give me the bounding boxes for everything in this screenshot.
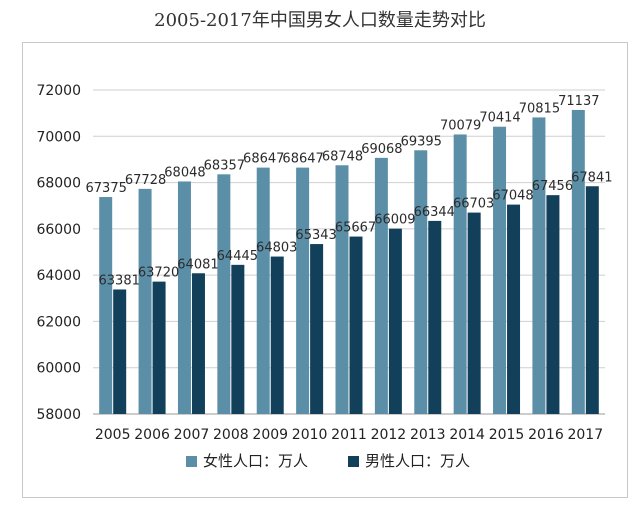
y-axis-tick-labels: 58000 60000 62000 64000 66000 68000 70000 72000 <box>36 83 81 423</box>
bars <box>99 109 599 414</box>
data-label-female: 70079 <box>440 118 481 133</box>
data-label-female: 67375 <box>86 181 127 196</box>
y-tick-label: 70000 <box>36 129 81 145</box>
x-tick-label: 2009 <box>252 427 288 443</box>
bar-female <box>414 150 428 414</box>
bar-female <box>99 197 113 414</box>
y-tick-label: 68000 <box>36 176 81 192</box>
legend-label-male: 男性人口：万人 <box>365 452 470 470</box>
bar-male <box>467 212 481 414</box>
x-tick-label: 2006 <box>134 427 170 443</box>
data-label-male: 67456 <box>532 179 573 194</box>
legend-swatch-female <box>186 456 197 467</box>
x-tick-label: 2013 <box>410 427 446 443</box>
chart-title: 2005-2017年中国男女人口数量走势对比 <box>154 10 486 31</box>
bar-male <box>191 273 205 414</box>
data-label-male: 65667 <box>335 221 376 236</box>
data-label-male: 63381 <box>99 273 140 288</box>
legend-label-female: 女性人口：万人 <box>203 452 308 470</box>
data-label-male: 67048 <box>492 189 533 204</box>
gridlines <box>93 89 605 415</box>
data-label-female: 68357 <box>204 158 245 173</box>
data-label-female: 70815 <box>519 101 560 116</box>
y-tick-label: 64000 <box>36 268 81 284</box>
x-tick-label: 2015 <box>489 427 525 443</box>
bar-male <box>310 244 324 414</box>
x-tick-label: 2008 <box>213 427 249 443</box>
bar-male <box>507 204 521 414</box>
bar-male <box>388 228 402 414</box>
bar-female <box>138 188 152 414</box>
bar-female <box>296 167 310 414</box>
bar-female <box>177 181 191 414</box>
bar-female <box>374 157 388 414</box>
chart-area-border <box>22 42 628 498</box>
bar-female <box>256 167 270 414</box>
bar-female <box>532 117 546 414</box>
data-label-male: 66344 <box>414 205 455 220</box>
data-label-female: 68748 <box>322 149 363 164</box>
data-label-male: 64445 <box>217 249 258 264</box>
bar-female <box>335 165 349 414</box>
x-tick-label: 2011 <box>331 427 367 443</box>
legend: 女性人口：万人 男性人口：万人 <box>186 452 470 470</box>
x-axis-tick-labels: 2005 2006 2007 2008 2009 2010 2011 2012 2013 2014… <box>95 427 603 443</box>
y-tick-label: 62000 <box>36 314 81 330</box>
y-tick-label: 58000 <box>36 407 81 423</box>
data-label-female: 70414 <box>479 111 520 126</box>
data-label-female: 67728 <box>125 173 166 188</box>
x-tick-label: 2007 <box>174 427 210 443</box>
x-tick-label: 2014 <box>449 427 485 443</box>
data-label-female: 68048 <box>164 165 205 180</box>
y-tick-label: 66000 <box>36 222 81 238</box>
bar-female <box>217 174 231 414</box>
bar-male <box>349 236 363 414</box>
data-label-male: 63720 <box>138 266 179 281</box>
data-label-female: 68647 <box>282 152 323 167</box>
data-label-male: 64081 <box>177 257 218 272</box>
bar-male <box>428 220 442 414</box>
bar-male <box>113 289 127 414</box>
legend-swatch-male <box>348 456 359 467</box>
bar-male <box>270 256 284 414</box>
x-tick-label: 2017 <box>567 427 603 443</box>
y-tick-label: 60000 <box>36 361 81 377</box>
bar-male <box>231 264 245 414</box>
data-label-female: 69395 <box>401 134 442 149</box>
bar-female <box>493 126 507 414</box>
bar-male <box>546 195 560 414</box>
data-label-male: 65343 <box>295 228 336 243</box>
x-tick-label: 2005 <box>95 427 131 443</box>
data-label-female: 68647 <box>243 152 284 167</box>
data-label-male: 66009 <box>374 213 415 228</box>
bar-male <box>585 186 599 414</box>
bar-female <box>453 134 467 414</box>
data-labels: 67375 63381 67728 63720 68048 64081 68357 64445… <box>86 94 613 288</box>
data-label-male: 66703 <box>453 197 494 212</box>
x-tick-label: 2012 <box>371 427 407 443</box>
y-tick-label: 72000 <box>36 83 81 99</box>
data-label-male: 64803 <box>256 241 297 256</box>
bar-male <box>152 281 166 414</box>
data-label-female: 71137 <box>558 94 599 109</box>
x-tick-label: 2016 <box>528 427 564 443</box>
x-tick-label: 2010 <box>292 427 328 443</box>
bar-female <box>571 109 585 414</box>
data-label-female: 69068 <box>361 142 402 157</box>
data-label-male: 67841 <box>571 170 612 185</box>
